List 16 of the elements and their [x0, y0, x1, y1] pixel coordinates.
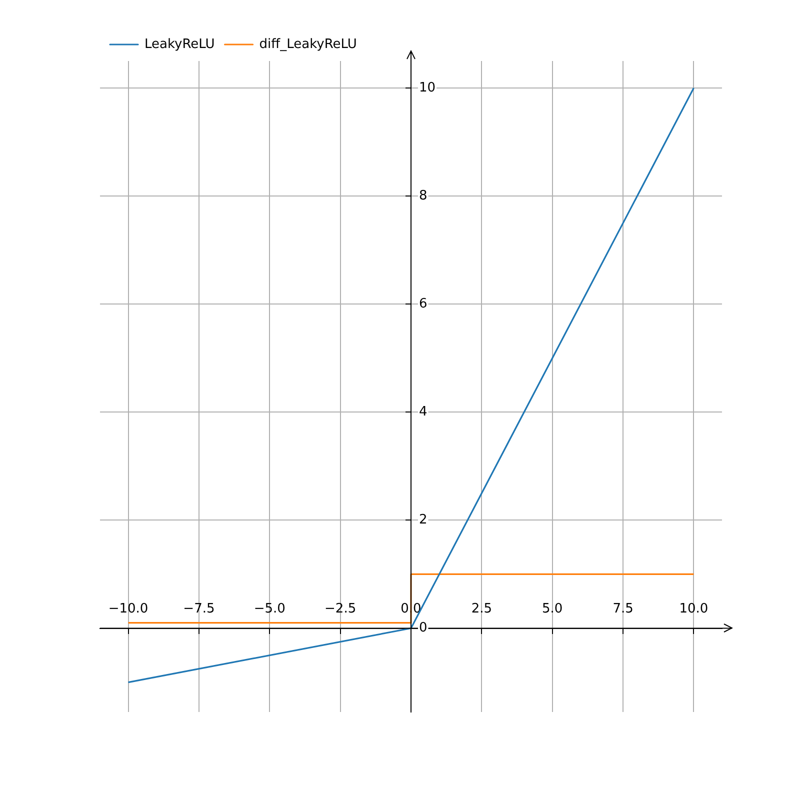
x-tick-label: −10.0: [108, 601, 148, 616]
y-tick-label: 8: [419, 188, 428, 204]
y-tick-label: 6: [419, 296, 428, 312]
y-tick-label: 2: [419, 512, 428, 528]
y-tick-label: 4: [419, 404, 428, 420]
x-tick-label: 7.5: [612, 601, 634, 616]
y-tick-label: 10: [419, 80, 436, 96]
y-tick-label: 0: [419, 620, 428, 636]
x-tick-label: 10.0: [679, 601, 708, 616]
x-tick-label: −5.0: [254, 601, 286, 616]
x-tick-label: 5.0: [542, 601, 563, 616]
legend-label: diff_LeakyReLU: [259, 36, 357, 52]
x-tick-label: 2.5: [471, 601, 492, 616]
x-tick-label: −7.5: [183, 601, 215, 616]
legend-label: LeakyReLU: [144, 36, 215, 52]
x-tick-label: −2.5: [324, 601, 356, 616]
